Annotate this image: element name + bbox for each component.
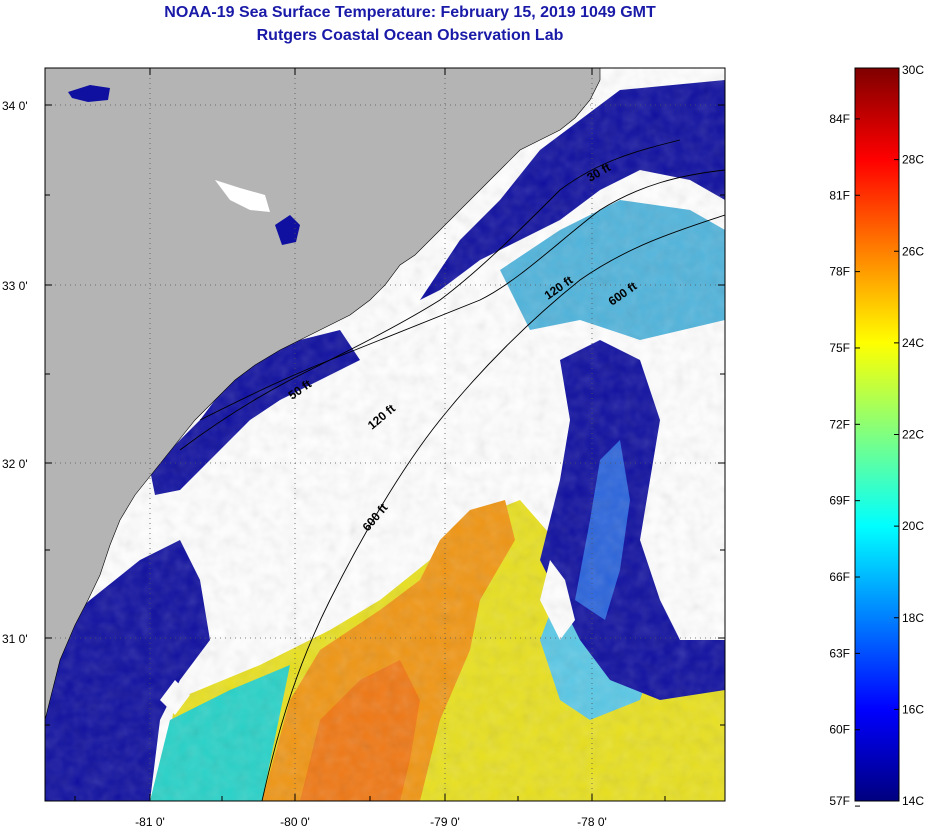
lon-label: -80 0': [280, 815, 310, 829]
colorbar-label-c: 22C: [902, 428, 924, 442]
depth-contours: [179, 139, 725, 801]
colorbar-label-c: 14C: [902, 794, 924, 808]
colorbar-label-f: 72F: [829, 417, 850, 431]
colorbar-label-c: 18C: [902, 611, 924, 625]
inland-water-3: [215, 180, 270, 212]
inland-water-1: [68, 85, 110, 102]
map-title: NOAA-19 Sea Surface Temperature: Februar…: [164, 4, 656, 21]
colorbar-label-f: 63F: [829, 646, 850, 660]
colorbar-label-c: 20C: [902, 519, 924, 533]
lat-label: 31 0': [2, 632, 28, 646]
tick-marks: [45, 68, 725, 801]
land: [45, 68, 601, 721]
colorbar-label-f: 66F: [829, 570, 850, 584]
map-frame: [44, 67, 726, 802]
colorbar-label-c: 30C: [902, 63, 924, 77]
colorbar-label-f: 78F: [829, 265, 850, 279]
colorbar-label-f: 60F: [829, 723, 850, 737]
map-subtitle: Rutgers Coastal Ocean Observation Lab: [256, 27, 564, 44]
colorbar-label-c: 26C: [902, 244, 924, 258]
lat-label: 32 0': [2, 457, 28, 471]
colorbar-label-f: 69F: [829, 494, 850, 508]
inland-water-2: [275, 215, 300, 245]
lon-label: -78 0': [577, 815, 607, 829]
colorbar-label-c: 16C: [902, 702, 924, 716]
graticule: [45, 68, 725, 801]
colorbar-label-f: 75F: [829, 341, 850, 355]
colorbar-label-f: 84F: [829, 112, 850, 126]
colorbar-label-c: 28C: [902, 153, 924, 167]
lon-label: -79 0': [430, 815, 460, 829]
lat-label: 33 0': [2, 279, 28, 293]
lon-label: -81 0': [135, 815, 165, 829]
colorbar-label-f: 81F: [829, 188, 850, 202]
colorbar-label-f: 57F: [829, 794, 850, 808]
colorbar-label-c: 24C: [902, 336, 924, 350]
colorbar: [854, 67, 900, 802]
lat-label: 34 0': [2, 99, 28, 113]
